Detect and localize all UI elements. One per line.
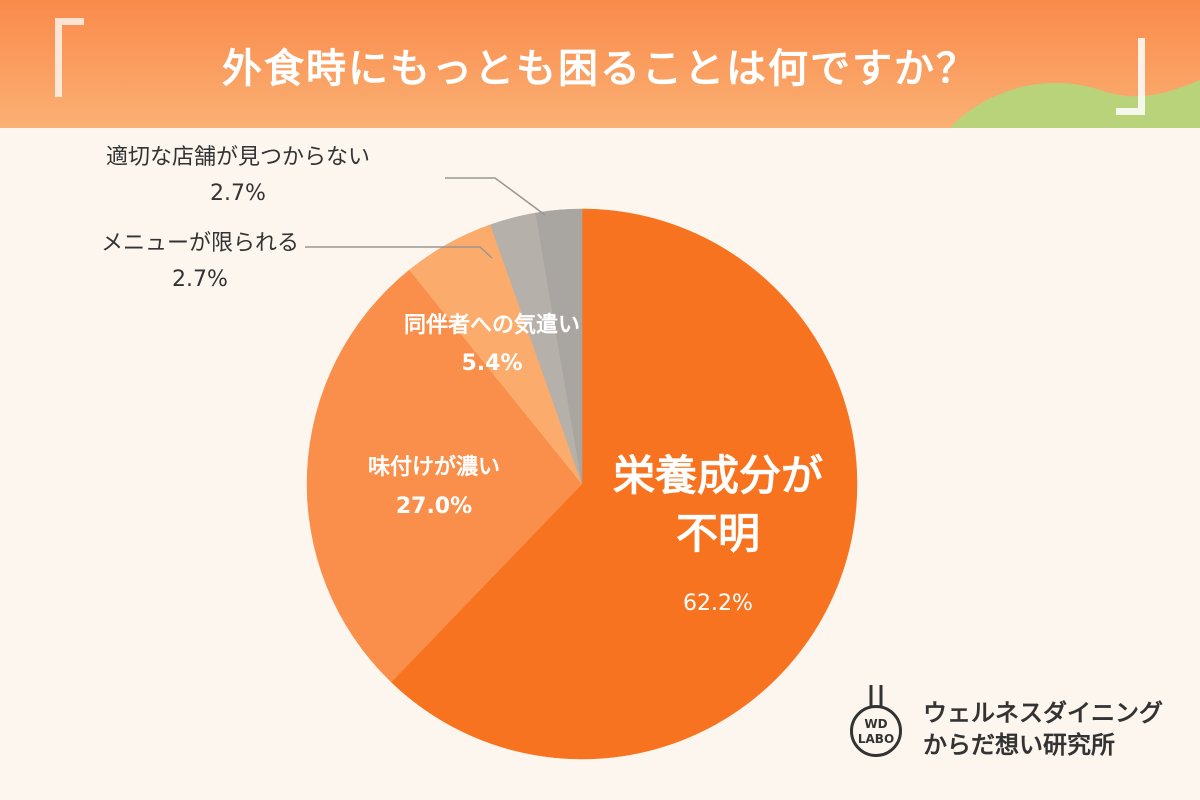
slice-label-1-line-0: 味付けが濃い [368, 454, 500, 480]
slice-value-3: 2.7% [172, 267, 228, 292]
slice-label-0-line-0: 栄養成分が [613, 451, 823, 500]
slice-value-0: 62.2% [683, 591, 753, 616]
close-bracket-decoration [1116, 38, 1145, 115]
logo-line1: WD [864, 717, 888, 731]
logo-line2: LABO [857, 732, 895, 746]
slice-label-3-line-0: メニューが限られる [101, 231, 299, 256]
slice-label-4-line-0: 適切な店舗が見つからない [106, 145, 370, 170]
slice-value-4: 2.7% [210, 181, 266, 206]
brand-name: ウェルネスダイニング からだ想い研究所 [923, 697, 1163, 761]
slice-value-2: 5.4% [461, 351, 522, 376]
open-bracket-decoration [55, 18, 84, 97]
slice-label-0-line-1: 不明 [676, 509, 760, 558]
pie-slice-0 [390, 208, 858, 760]
pie-slice-1 [306, 269, 583, 683]
pie-slice-4 [535, 208, 583, 485]
slice-value-1: 27.0% [396, 494, 472, 519]
hill-decoration [950, 80, 1200, 128]
flask-neck-icon [869, 685, 883, 707]
brand-name-line2: からだ想い研究所 [923, 731, 1115, 759]
leader-line-3 [305, 246, 493, 259]
page-title: 外食時にもっとも困ることは何ですか？ [222, 46, 978, 92]
brand-block: WD LABO ウェルネスダイニング からだ想い研究所 [845, 685, 1185, 775]
slice-label-2-line-0: 同伴者への気遣い [404, 312, 580, 338]
brand-logo: WD LABO [850, 705, 902, 757]
header-banner: 外食時にもっとも困ることは何ですか？ [0, 0, 1200, 128]
leader-line-4 [445, 177, 546, 216]
brand-name-line1: ウェルネスダイニング [923, 699, 1163, 727]
